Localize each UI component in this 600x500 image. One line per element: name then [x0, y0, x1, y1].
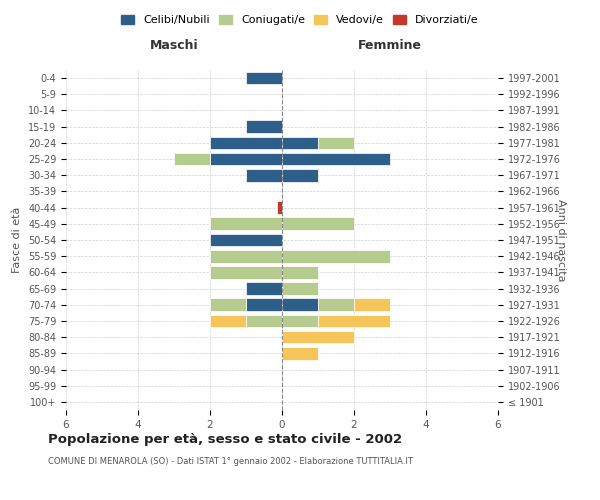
- Y-axis label: Anni di nascita: Anni di nascita: [556, 198, 566, 281]
- Bar: [282, 218, 354, 230]
- Legend: Celibi/Nubili, Coniugati/e, Vedovi/e, Divorziati/e: Celibi/Nubili, Coniugati/e, Vedovi/e, Di…: [117, 10, 483, 30]
- Bar: [210, 234, 282, 246]
- Bar: [210, 314, 246, 328]
- Text: Femmine: Femmine: [358, 40, 422, 52]
- Bar: [210, 136, 282, 149]
- Bar: [210, 266, 282, 278]
- Text: COMUNE DI MENAROLA (SO) - Dati ISTAT 1° gennaio 2002 - Elaborazione TUTTITALIA.I: COMUNE DI MENAROLA (SO) - Dati ISTAT 1° …: [48, 457, 413, 466]
- Text: Maschi: Maschi: [149, 40, 199, 52]
- Bar: [246, 120, 282, 133]
- Bar: [246, 169, 282, 181]
- Bar: [210, 152, 282, 166]
- Bar: [354, 298, 390, 311]
- Bar: [246, 314, 282, 328]
- Text: Popolazione per età, sesso e stato civile - 2002: Popolazione per età, sesso e stato civil…: [48, 432, 402, 446]
- Bar: [246, 282, 282, 295]
- Bar: [282, 169, 318, 181]
- Bar: [282, 266, 318, 278]
- Bar: [282, 298, 318, 311]
- Bar: [318, 314, 390, 328]
- Bar: [282, 250, 390, 262]
- Bar: [210, 298, 246, 311]
- Bar: [282, 282, 318, 295]
- Bar: [210, 218, 282, 230]
- Bar: [282, 152, 390, 166]
- Bar: [246, 72, 282, 85]
- Bar: [318, 298, 354, 311]
- Bar: [282, 314, 318, 328]
- Bar: [282, 331, 354, 344]
- Bar: [210, 250, 282, 262]
- Y-axis label: Fasce di età: Fasce di età: [13, 207, 22, 273]
- Bar: [282, 347, 318, 360]
- Bar: [246, 298, 282, 311]
- Bar: [174, 152, 210, 166]
- Bar: [318, 136, 354, 149]
- Bar: [282, 136, 318, 149]
- Bar: [277, 202, 282, 214]
